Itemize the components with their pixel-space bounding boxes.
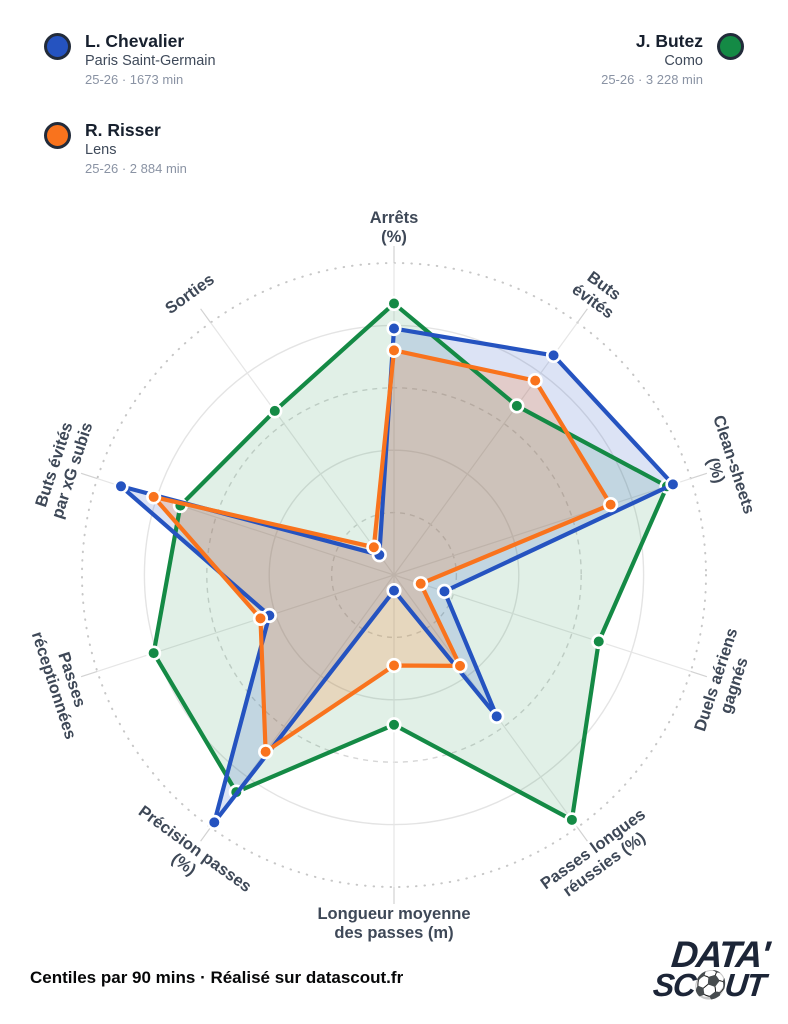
axis-label-passes-longues-r-ussies-: Passes longuesréussies (%) xyxy=(537,805,660,908)
axis-label-buts-vit-s: Butsévités xyxy=(569,265,629,322)
legend-item-chevalier: L. Chevalier Paris Saint-Germain 25-26 ·… xyxy=(44,31,216,89)
datascout-logo: DATA' SC ⚽ UT xyxy=(651,934,770,1004)
data-point-j-butez-5 xyxy=(386,717,402,733)
radar-area-l-chevalier xyxy=(121,328,673,823)
axis-label-pr-cision-passes-: Précision passes(%) xyxy=(124,802,255,911)
axis-tick xyxy=(200,827,212,842)
player-team: Como xyxy=(664,53,703,69)
data-point-r-risser-5 xyxy=(386,657,402,674)
axis-label-sorties: Sorties xyxy=(162,270,218,317)
legend-text-block: L. Chevalier Paris Saint-Germain 25-26 ·… xyxy=(85,31,216,89)
axis-label-buts-vit-s-par-xg-subis: Buts évitéspar xG subis xyxy=(30,414,96,520)
player-team: Lens xyxy=(85,142,117,158)
player-color-dot-risser xyxy=(44,122,71,149)
player-name: R. Risser xyxy=(85,120,161,140)
axis-label-arr-ts-: Arrêts (%) xyxy=(370,209,419,246)
legend-text-block: J. Butez Como 25-26 · 3 228 min xyxy=(601,31,703,89)
axis-label-longueur-moyenne-des-passes-m-: Longueur moyenne des passes (m) xyxy=(317,905,470,942)
data-point-l-chevalier-1 xyxy=(545,347,562,364)
axis-tick xyxy=(576,827,588,842)
data-point-j-butez-0 xyxy=(386,295,402,312)
data-point-r-risser-2 xyxy=(603,497,619,513)
data-point-l-chevalier-5 xyxy=(386,582,402,599)
player-meta: 25-26 · 2 884 min xyxy=(85,161,187,176)
player-color-dot-butez xyxy=(717,33,744,60)
data-point-l-chevalier-6 xyxy=(206,814,222,830)
data-point-j-butez-4 xyxy=(564,812,580,828)
axis-label-line: Arrêts xyxy=(370,209,419,227)
logo-sc: SC xyxy=(651,967,697,1004)
player-meta: 25-26 · 3 228 min xyxy=(601,72,703,87)
axis-label-passes-r-ceptionn-es: Passesréceptionnées xyxy=(28,624,98,742)
data-point-j-butez-7 xyxy=(146,645,162,661)
data-point-r-risser-0 xyxy=(386,342,402,358)
data-point-r-risser-9 xyxy=(366,539,382,555)
axis-tick xyxy=(80,472,98,480)
axis-label-line: Sorties xyxy=(162,270,218,317)
data-point-r-risser-3 xyxy=(413,576,429,592)
player-name: J. Butez xyxy=(635,31,703,51)
legend-item-risser: R. Risser Lens 25-26 · 2 884 min xyxy=(44,120,187,178)
axis-tick xyxy=(690,670,708,678)
data-point-r-risser-1 xyxy=(527,373,543,389)
data-point-l-chevalier-3 xyxy=(436,583,453,599)
legend-text-block: R. Risser Lens 25-26 · 2 884 min xyxy=(85,120,187,178)
data-point-l-chevalier-8 xyxy=(113,478,129,494)
player-color-dot-chevalier xyxy=(44,33,71,60)
logo-scout-text: SC ⚽ UT xyxy=(651,967,767,1004)
logo-data-text: DATA' xyxy=(669,934,770,975)
player-team: Paris Saint-Germain xyxy=(85,53,216,69)
player-name: L. Chevalier xyxy=(85,31,185,51)
axis-tick xyxy=(80,670,98,678)
radar-area-j-butez xyxy=(153,303,667,820)
axis-label-clean-sheets-: Clean-sheets(%) xyxy=(691,413,758,522)
logo-ut: UT xyxy=(722,967,767,1004)
axis-tick xyxy=(200,308,212,323)
data-point-l-chevalier-2 xyxy=(665,476,681,492)
data-point-r-risser-8 xyxy=(146,489,162,505)
data-point-j-butez-9 xyxy=(267,403,283,419)
axis-label-line: Longueur moyenne xyxy=(317,905,470,923)
axis-label-line: des passes (m) xyxy=(334,924,453,942)
data-point-l-chevalier-0 xyxy=(386,320,402,337)
axis-spoke xyxy=(210,322,395,576)
data-point-r-risser-7 xyxy=(252,610,269,626)
data-point-j-butez-1 xyxy=(509,398,525,414)
axis-tick xyxy=(690,472,708,480)
data-point-r-risser-6 xyxy=(258,744,274,760)
axis-label-duels-a-riens-gagn-s: Duels aériensgagnés xyxy=(691,626,759,739)
legend-item-butez: J. Butez Como 25-26 · 3 228 min xyxy=(601,31,744,89)
axis-spoke xyxy=(393,322,578,576)
axis-tick xyxy=(576,308,588,323)
soccer-ball-icon: ⚽ xyxy=(691,970,728,1002)
axis-label-line: (%) xyxy=(381,228,407,246)
data-point-j-butez-3 xyxy=(591,633,607,650)
axis-spoke xyxy=(393,478,691,576)
data-point-r-risser-4 xyxy=(452,658,468,674)
player-meta: 25-26 · 1673 min xyxy=(85,72,184,87)
footer-note: Centiles par 90 mins · Réalisé sur datas… xyxy=(30,968,404,987)
data-point-l-chevalier-4 xyxy=(489,708,505,724)
